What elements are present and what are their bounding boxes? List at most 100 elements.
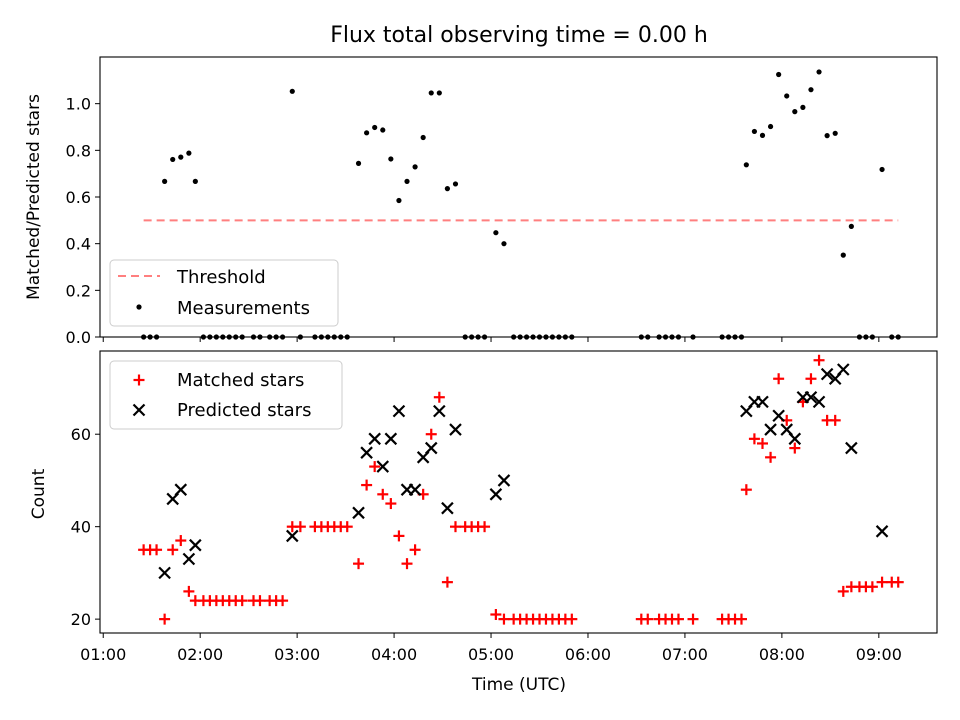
matched-point	[385, 498, 397, 510]
predicted-point	[820, 367, 834, 381]
matched-point	[866, 581, 878, 593]
measurement-point	[162, 178, 168, 184]
matched-point	[449, 521, 461, 533]
predicted-point	[408, 483, 422, 496]
measurement-point	[848, 223, 854, 229]
matched-point	[254, 595, 266, 607]
predicted-point	[182, 552, 196, 566]
predicted-point	[376, 460, 390, 473]
predicted-point	[788, 432, 802, 446]
bottom-y-tick-label: 20	[71, 610, 91, 629]
bottom-y-tick-label: 60	[71, 425, 91, 444]
matched-point	[735, 613, 747, 625]
top-y-tick-label: 0.4	[66, 235, 91, 254]
predicted-point	[812, 395, 826, 409]
predicted-point	[158, 566, 171, 580]
matched-point	[441, 576, 453, 588]
matched-point	[377, 488, 389, 500]
measurement-point	[289, 88, 295, 94]
bottom-y-tick-label: 40	[71, 518, 91, 537]
predicted-point	[392, 404, 406, 418]
measurement-point	[178, 154, 184, 160]
matched-point	[687, 613, 699, 625]
matched-point	[479, 521, 491, 533]
x-tick-label: 04:00	[371, 645, 417, 664]
measurement-point	[767, 123, 774, 130]
measurement-point	[776, 71, 782, 78]
matched-point	[236, 595, 248, 607]
measurement-point	[501, 241, 507, 247]
legend-plus-marker	[133, 374, 145, 386]
measurement-point	[436, 90, 442, 96]
matched-point	[566, 613, 578, 625]
measurement-point	[452, 181, 459, 187]
matched-point	[876, 576, 888, 588]
matched-point	[353, 558, 365, 570]
measurement-point	[380, 127, 386, 133]
predicted-point	[174, 483, 188, 496]
matched-point	[393, 530, 405, 542]
measurement-point	[420, 134, 426, 141]
x-tick-label: 06:00	[565, 645, 611, 664]
predicted-point	[837, 363, 850, 376]
matched-point	[425, 428, 437, 440]
legend-x-marker	[132, 403, 146, 417]
measurement-point	[784, 93, 790, 99]
measurement-point	[840, 252, 846, 258]
matched-point	[167, 544, 179, 556]
predicted-point	[352, 506, 365, 520]
predicted-point	[489, 488, 503, 501]
matched-point	[805, 373, 817, 385]
measurement-point	[879, 166, 885, 173]
matched-point	[361, 479, 373, 491]
measurement-point	[396, 197, 402, 204]
x-tick-label: 02:00	[177, 645, 223, 664]
predicted-point	[360, 446, 373, 459]
matched-point	[498, 613, 510, 625]
legend-measurements-label: Measurements	[177, 298, 310, 319]
bottom-y-axis-label: Count	[29, 468, 49, 519]
measurement-point	[816, 69, 822, 75]
measurement-point	[186, 150, 192, 156]
matched-point	[813, 354, 825, 366]
measurement-point	[428, 90, 434, 96]
legend-measurements-swatch	[136, 304, 142, 310]
predicted-point	[433, 404, 446, 418]
matched-point	[740, 484, 752, 496]
predicted-point	[772, 409, 785, 422]
measurement-point	[792, 109, 798, 115]
matched-point	[175, 535, 187, 547]
matched-point	[748, 433, 760, 445]
legend-matched-swatch	[133, 374, 145, 386]
measurement-point	[800, 104, 806, 110]
predicted-point	[875, 525, 889, 538]
top-y-tick-label: 0.0	[66, 328, 91, 347]
measurement-point	[412, 164, 418, 170]
measurement-point	[444, 186, 451, 192]
predicted-point	[424, 441, 438, 455]
measurement-point	[170, 156, 176, 163]
measurement-point	[364, 130, 370, 136]
matched-point	[341, 521, 353, 533]
top-plot-frame	[99, 56, 938, 338]
top-y-tick-label: 0.8	[66, 141, 91, 160]
matched-point	[765, 451, 777, 463]
matched-point	[490, 609, 502, 621]
predicted-point	[368, 432, 381, 446]
x-tick-label: 09:00	[856, 645, 902, 664]
predicted-point	[845, 441, 858, 455]
matched-point	[294, 521, 306, 533]
predicted-point	[441, 501, 454, 515]
predicted-point	[286, 529, 299, 543]
x-tick-label: 07:00	[662, 645, 708, 664]
predicted-point	[804, 390, 818, 404]
measurement-point	[404, 178, 410, 184]
predicted-point	[764, 423, 777, 436]
predicted-point	[189, 538, 202, 552]
matched-point	[159, 613, 171, 625]
bottom-plot-frame	[99, 350, 938, 634]
x-tick-label: 01:00	[80, 645, 126, 664]
measurement-point	[824, 133, 830, 139]
top-legend: Threshold Measurements	[109, 259, 339, 327]
